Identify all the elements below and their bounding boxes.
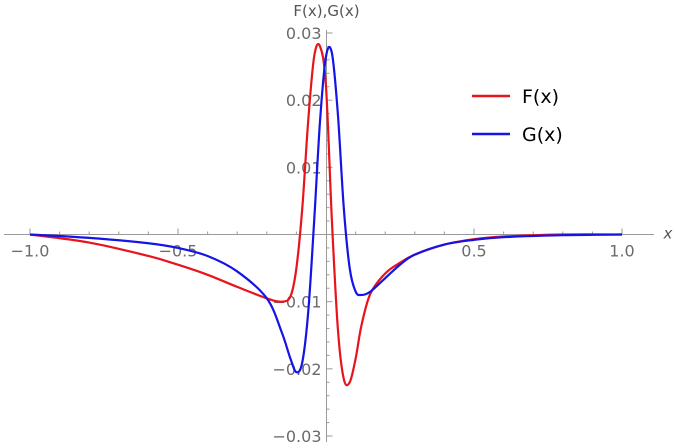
series-layer (29, 43, 623, 387)
x-tick-label: 1.0 (609, 242, 634, 261)
y-tick-label: 0.01 (286, 158, 322, 177)
y-tick-label: −0.03 (272, 427, 321, 446)
y-tick-label: 0.02 (286, 91, 322, 110)
x-tick-label: 0.5 (461, 242, 486, 261)
legend-label: G(x) (522, 124, 563, 146)
series-line-g (29, 45, 623, 374)
y-axis-label: F(x),G(x) (293, 2, 359, 20)
y-tick-label: 0.03 (286, 24, 322, 43)
ticks: −1.0 −0.5 0.5 1.0−0.03−0.02−0.010.010.020.0… (11, 24, 635, 446)
y-tick-label: −0.02 (272, 360, 321, 379)
legend: F(x) G(x) (472, 86, 563, 146)
x-tick-label: −1.0 (11, 242, 50, 261)
legend-label: F(x) (522, 86, 559, 108)
x-axis-label: x (663, 225, 673, 243)
